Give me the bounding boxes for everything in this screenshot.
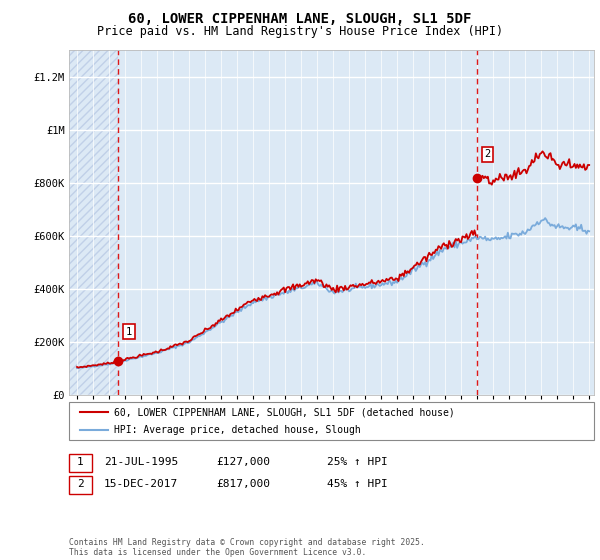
Bar: [69, 50, 118, 395]
Text: Price paid vs. HM Land Registry's House Price Index (HPI): Price paid vs. HM Land Registry's House …: [97, 25, 503, 38]
Text: HPI: Average price, detached house, Slough: HPI: Average price, detached house, Slou…: [114, 424, 361, 435]
Text: 21-JUL-1995: 21-JUL-1995: [104, 457, 178, 467]
Text: 2: 2: [77, 479, 84, 489]
Text: 45% ↑ HPI: 45% ↑ HPI: [327, 479, 388, 489]
Text: 1: 1: [77, 457, 84, 467]
Text: 15-DEC-2017: 15-DEC-2017: [104, 479, 178, 489]
Text: 60, LOWER CIPPENHAM LANE, SLOUGH, SL1 5DF (detached house): 60, LOWER CIPPENHAM LANE, SLOUGH, SL1 5D…: [114, 407, 455, 417]
Text: £127,000: £127,000: [216, 457, 270, 467]
Text: 60, LOWER CIPPENHAM LANE, SLOUGH, SL1 5DF: 60, LOWER CIPPENHAM LANE, SLOUGH, SL1 5D…: [128, 12, 472, 26]
Text: 2: 2: [485, 149, 491, 159]
Text: £817,000: £817,000: [216, 479, 270, 489]
Text: Contains HM Land Registry data © Crown copyright and database right 2025.
This d: Contains HM Land Registry data © Crown c…: [69, 538, 425, 557]
Text: 25% ↑ HPI: 25% ↑ HPI: [327, 457, 388, 467]
Text: 1: 1: [126, 326, 132, 337]
